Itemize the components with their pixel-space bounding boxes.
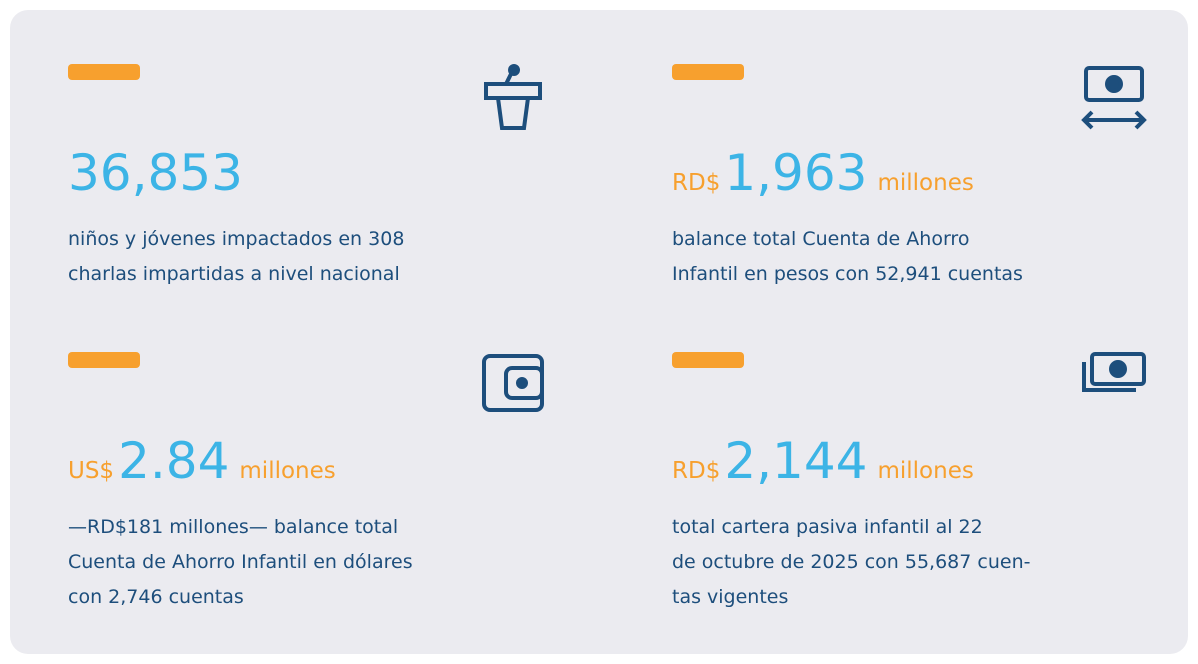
stat-head: US$2.84 millones: [68, 432, 336, 490]
wallet-icon: [482, 354, 544, 412]
description-line: —RD$181 millones— balance total: [68, 516, 399, 538]
stat-suffix: millones: [239, 458, 336, 484]
accent-bar: [68, 64, 140, 80]
stat-head: RD$2,144 millones: [672, 432, 974, 490]
description-line: Infantil en pesos con 52,941 cuentas: [672, 263, 1023, 285]
money-transfer-icon: [1081, 66, 1147, 130]
accent-bar: [68, 352, 140, 368]
stat-description: total cartera pasiva infantil al 22 de o…: [672, 510, 1030, 615]
description-line: con 2,746 cuentas: [68, 586, 244, 608]
description-line: balance total Cuenta de Ahorro: [672, 228, 970, 250]
description-line: total cartera pasiva infantil al 22: [672, 516, 983, 538]
stat-suffix: millones: [877, 458, 974, 484]
stat-description: —RD$181 millones— balance total Cuenta d…: [68, 510, 413, 615]
stat-value: 2,144: [724, 432, 868, 490]
cash-icon: [1082, 352, 1146, 392]
accent-bar: [672, 352, 744, 368]
stat-head: RD$1,963 millones: [672, 144, 974, 202]
stat-prefix: RD$: [672, 170, 721, 196]
description-line: niños y jóvenes impactados en 308: [68, 228, 405, 250]
description-line: tas vigentes: [672, 586, 789, 608]
panel: [10, 10, 1188, 654]
stat-description: balance total Cuenta de Ahorro Infantil …: [672, 222, 1023, 292]
stat-prefix: US$: [68, 458, 115, 484]
stat-prefix: RD$: [672, 458, 721, 484]
stat-head: 36,853: [68, 144, 253, 202]
stat-value: 1,963: [724, 144, 868, 202]
stat-suffix: millones: [877, 170, 974, 196]
stat-value: 2.84: [118, 432, 230, 490]
accent-bar: [672, 64, 744, 80]
podium-icon: [484, 64, 542, 130]
description-line: Cuenta de Ahorro Infantil en dólares: [68, 551, 413, 573]
stat-value: 36,853: [68, 144, 243, 202]
description-line: de octubre de 2025 con 55,687 cuen-: [672, 551, 1031, 573]
stat-description: niños y jóvenes impactados en 308 charla…: [68, 222, 404, 292]
description-line: charlas impartidas a nivel nacional: [68, 263, 400, 285]
